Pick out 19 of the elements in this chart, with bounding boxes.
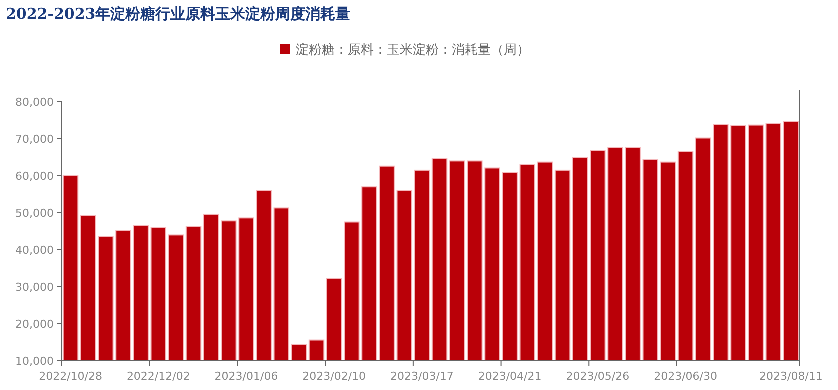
x-tick-label: 2023/04/21 — [478, 370, 542, 383]
x-tick-label: 2023/06/30 — [654, 370, 718, 383]
y-tick-label: 40,000 — [16, 244, 54, 257]
chart-title: 2022-2023年淀粉糖行业原料玉米淀粉周度消耗量 — [6, 5, 351, 23]
y-tick-label: 80,000 — [16, 96, 54, 109]
x-tick-label: 2023/02/10 — [302, 370, 366, 383]
y-tick-label: 60,000 — [16, 170, 54, 183]
x-tick-label: 2023/03/17 — [390, 370, 454, 383]
x-tick-label: 2022/12/02 — [126, 370, 190, 383]
x-tick-label: 2023/05/26 — [566, 370, 630, 383]
x-tick-label: 2023/08/11 — [760, 370, 823, 383]
y-tick-label: 50,000 — [16, 207, 54, 220]
y-tick-label: 70,000 — [16, 133, 54, 146]
legend: 淀粉糖：原料：玉米淀粉：消耗量（周） — [280, 43, 530, 58]
y-tick-label: 20,000 — [16, 318, 54, 331]
x-tick-label: 2022/10/28 — [39, 370, 102, 383]
x-tick-label: 2023/01/06 — [214, 370, 278, 383]
y-tick-label: 30,000 — [16, 281, 54, 294]
y-tick-label: 10,000 — [16, 355, 54, 368]
